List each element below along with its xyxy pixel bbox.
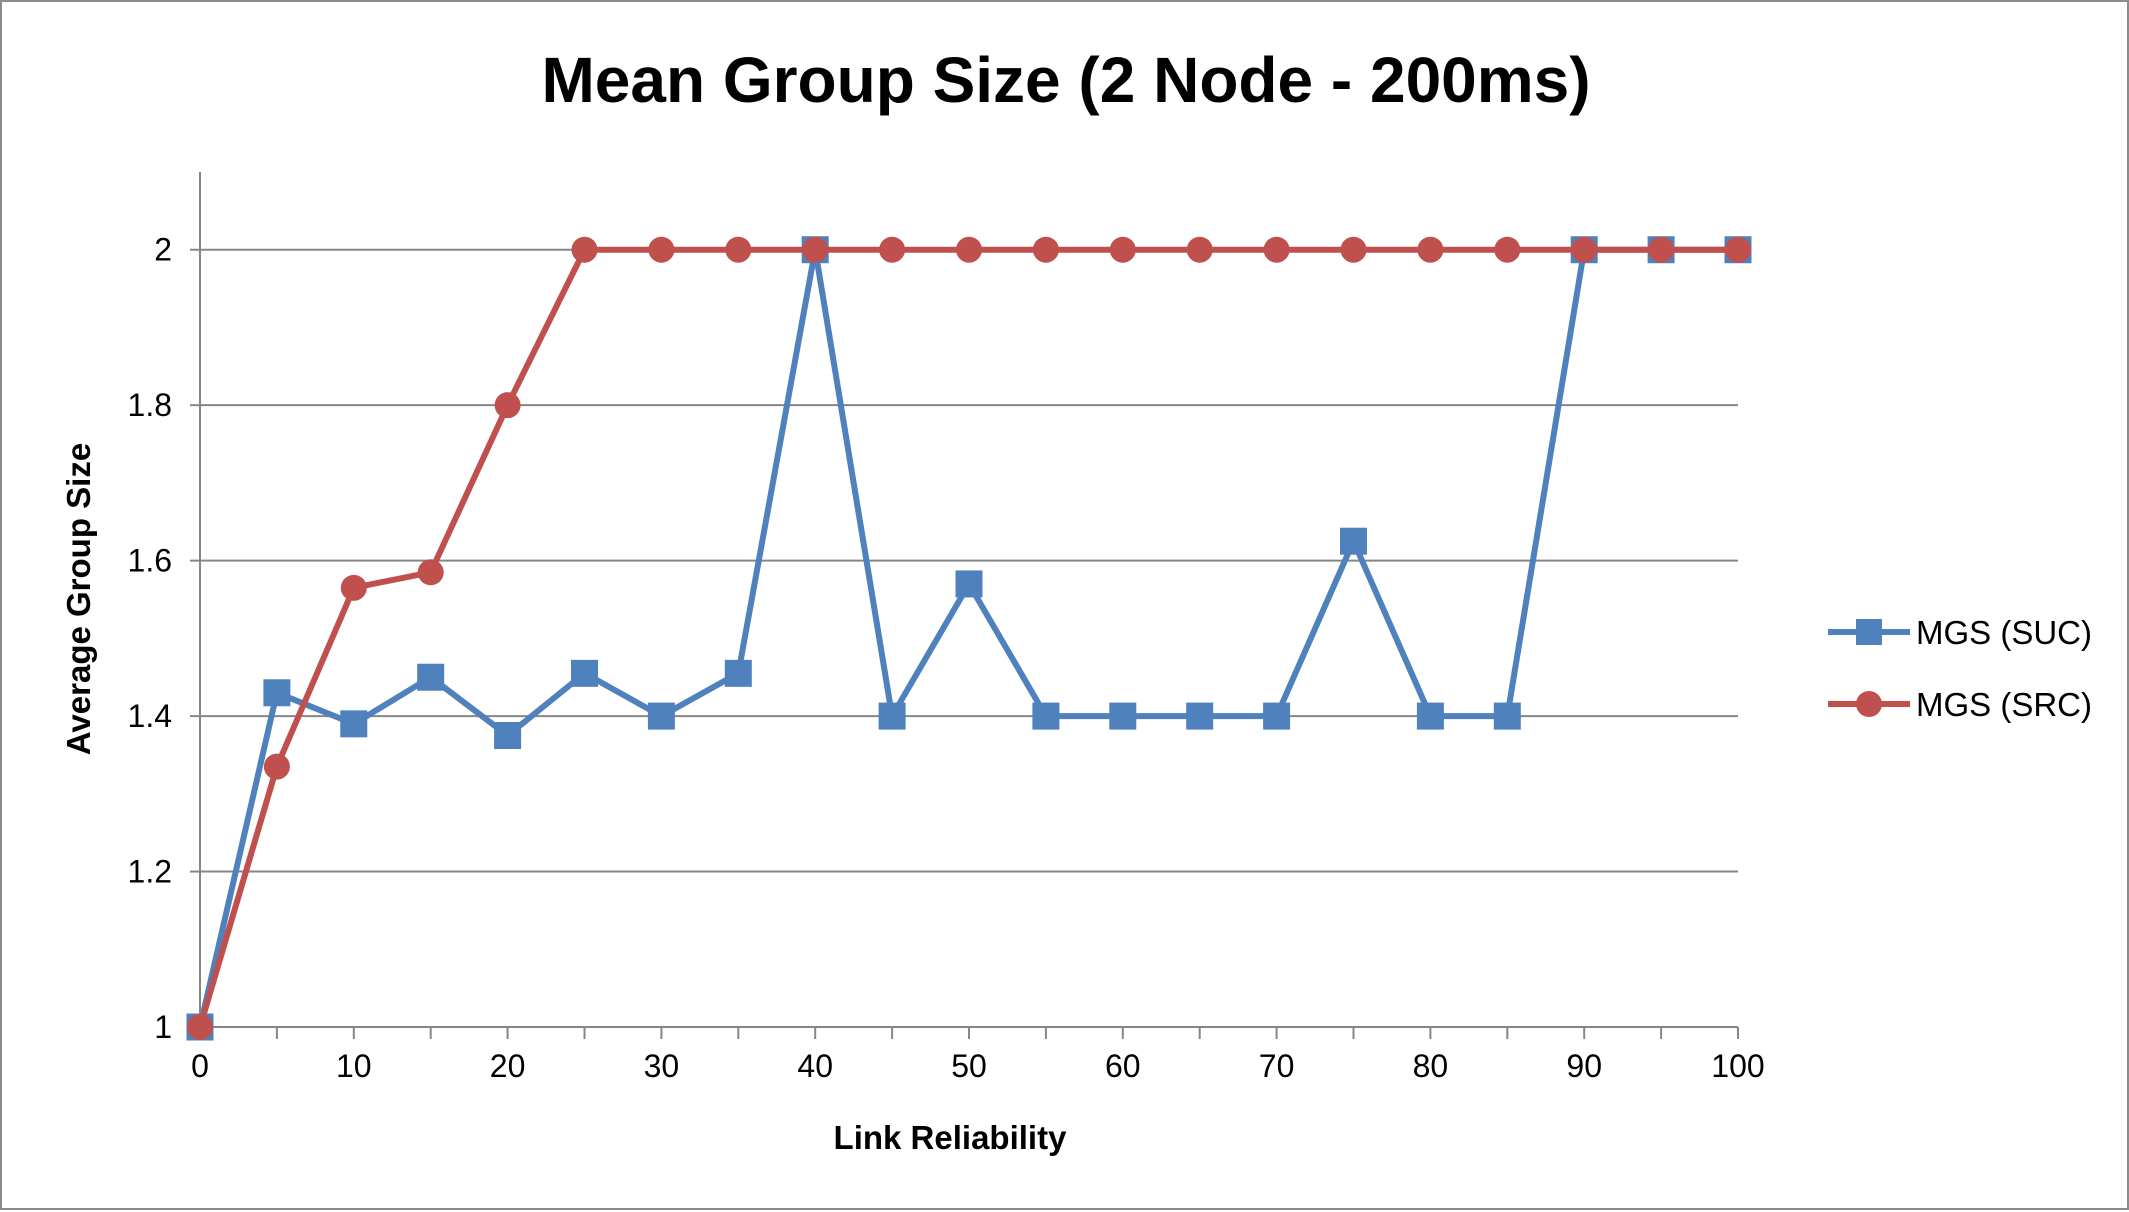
data-point: [956, 236, 982, 263]
legend-item: MGS (SUC): [1828, 614, 2092, 651]
x-tick-label: 70: [1259, 1048, 1295, 1084]
data-point: [1725, 236, 1751, 263]
data-point: [571, 659, 598, 687]
data-point: [1263, 236, 1290, 263]
data-point: [648, 236, 675, 263]
data-point: [879, 236, 906, 263]
data-point: [1032, 702, 1060, 730]
data-point: [417, 663, 445, 691]
y-tick-label: 1.2: [128, 854, 172, 890]
legend-item: MGS (SRC): [1828, 686, 2092, 723]
data-point: [1648, 236, 1675, 263]
data-point: [263, 753, 290, 780]
legend: MGS (SUC) MGS (SRC): [1828, 614, 2092, 723]
data-point: [1493, 702, 1521, 730]
x-tick-label: 100: [1711, 1048, 1764, 1084]
x-tick-label: 90: [1566, 1048, 1602, 1084]
data-point: [1109, 702, 1137, 730]
data-point: [571, 236, 598, 263]
x-tick-label: 40: [797, 1048, 833, 1084]
x-axis-title: Link Reliability: [834, 1119, 1068, 1156]
data-point: [340, 574, 367, 601]
x-tick-label: 10: [336, 1048, 372, 1084]
axes: 11.21.41.61.820 10 20 30 40 50 60 70 80 90 100: [128, 172, 1765, 1084]
y-tick-label: 2: [154, 232, 172, 268]
x-tick-label: 20: [490, 1048, 526, 1084]
data-point: [955, 570, 983, 598]
legend-label: MGS (SUC): [1916, 614, 2092, 651]
x-tick-label: 80: [1413, 1048, 1449, 1084]
data-point: [1494, 236, 1521, 263]
legend-label: MGS (SRC): [1916, 686, 2092, 723]
data-point: [1186, 236, 1213, 263]
data-point: [1109, 236, 1136, 263]
data-point: [802, 236, 829, 263]
x-tick-label: 30: [644, 1048, 680, 1084]
data-point: [1340, 527, 1367, 555]
x-tick-label: 60: [1105, 1048, 1141, 1084]
data-point: [878, 702, 906, 730]
x-tick-label: 0: [191, 1048, 209, 1084]
data-point: [1571, 236, 1598, 263]
data-point: [417, 559, 444, 586]
x-tick-label: 50: [951, 1048, 987, 1084]
data-point: [1186, 702, 1214, 730]
data-point: [1416, 702, 1444, 730]
chart-title: Mean Group Size (2 Node - 200ms): [541, 44, 1590, 116]
y-tick-label: 1.4: [128, 698, 172, 734]
y-tick-label: 1.6: [128, 543, 172, 579]
data-point: [494, 392, 521, 419]
y-tick-label: 1: [154, 1009, 172, 1045]
data-point: [340, 710, 368, 738]
y-axis-title: Average Group Size: [60, 443, 97, 755]
data-point: [725, 236, 752, 263]
legend-marker: [1856, 619, 1882, 645]
data-point: [1417, 236, 1444, 263]
data-point: [1263, 702, 1291, 730]
data-point: [724, 659, 752, 687]
data-point: [494, 722, 522, 750]
series-1: [187, 236, 1751, 1040]
data-point: [263, 679, 291, 707]
series-layer: [186, 236, 1752, 1041]
data-point: [1032, 236, 1059, 263]
data-point: [187, 1014, 213, 1040]
legend-marker: [1856, 691, 1882, 717]
series-line: [197, 246, 1738, 1028]
y-tick-label: 1.8: [128, 387, 172, 423]
data-point: [1340, 236, 1367, 263]
series-line: [197, 246, 1738, 1028]
series-0: [186, 236, 1752, 1041]
data-point: [647, 702, 675, 730]
